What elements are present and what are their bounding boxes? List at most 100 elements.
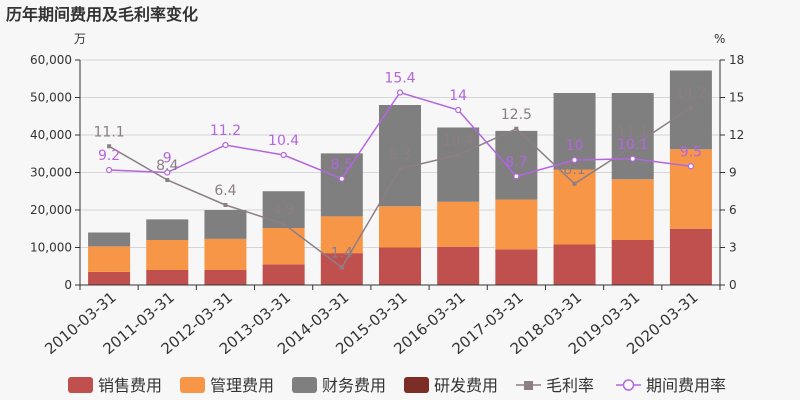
legend-label-4: 研发费用 (434, 376, 498, 395)
data-label-2-2016-03-31: 14 (449, 88, 467, 104)
bar-3-2015-03-31 (379, 105, 421, 207)
marker-1-2011-03-31 (165, 178, 170, 182)
data-label-1-2011-03-31: 8.4 (156, 158, 178, 174)
bar-1-2020-03-31 (669, 228, 712, 285)
marker-1-2010-03-31 (107, 144, 112, 149)
data-label-2-2013-03-31: 10.4 (268, 133, 299, 149)
left-tick-label: 50,000 (30, 91, 72, 105)
bar-1-2019-03-31 (611, 240, 654, 285)
left-tick-label: 10,000 (30, 241, 72, 255)
bar-3-2012-03-31 (204, 210, 247, 239)
bar-3-2018-03-31 (553, 93, 596, 170)
legend-label-2: 管理费用 (210, 376, 274, 395)
marker-1-2016-03-31 (456, 153, 461, 157)
legend: 销售费用 管理费用 财务费用 研发费用 毛利率 期间费用率 (68, 376, 726, 395)
bar-2-2010-03-31 (88, 246, 131, 272)
marker-2-2015-03-31 (396, 89, 404, 96)
bar-2-2014-03-31 (320, 216, 363, 254)
data-label-1-2019-03-31: 11.1 (617, 124, 648, 140)
bar-2-2020-03-31 (669, 149, 712, 229)
left-tick-label: 60,000 (30, 53, 72, 67)
data-label-2-2012-03-31: 11.2 (210, 123, 241, 139)
marker-1-2014-03-31 (339, 265, 344, 270)
left-tick-label: 0 (64, 278, 72, 292)
bar-2-2016-03-31 (437, 201, 480, 247)
bar-2-2012-03-31 (204, 238, 247, 270)
legend-swatch-3 (292, 377, 317, 393)
marker-2-2017-03-31 (513, 173, 520, 180)
right-tick-label: 0 (729, 278, 737, 292)
left-tick-label: 20,000 (30, 203, 72, 217)
data-label-1-2017-03-31: 12.5 (501, 107, 532, 123)
data-label-1-2018-03-31: 8.1 (563, 162, 585, 178)
data-label-1-2010-03-31: 11.1 (94, 124, 125, 140)
data-label-1-2015-03-31: 9.3 (389, 147, 411, 163)
bar-3-2016-03-31 (437, 127, 480, 202)
data-label-2-2010-03-31: 9.2 (98, 148, 120, 164)
left-axis-unit: 万 (74, 32, 86, 46)
data-label-2-2015-03-31: 15.4 (384, 71, 415, 87)
bar-3-2014-03-31 (320, 153, 363, 217)
bar-1-2010-03-31 (88, 271, 131, 285)
data-label-1-2012-03-31: 6.4 (214, 183, 236, 199)
bar-1-2011-03-31 (146, 270, 189, 285)
marker-2-2011-03-31 (164, 169, 171, 176)
marker-1-2020-03-31 (688, 105, 693, 110)
marker-1-2013-03-31 (281, 221, 286, 226)
left-tick-label: 40,000 (30, 128, 72, 142)
bar-2-2011-03-31 (146, 240, 189, 270)
legend-label-6: 期间费用率 (646, 376, 726, 395)
marker-2-2013-03-31 (280, 151, 287, 159)
legend-label-5: 毛利率 (546, 376, 594, 395)
data-label-1-2014-03-31: 1.4 (331, 246, 353, 262)
marker-2-2010-03-31 (105, 166, 113, 174)
bar-1-2012-03-31 (204, 270, 247, 285)
marker-1-2018-03-31 (572, 181, 577, 186)
labels-layer: 11.1 8.4 6.4 4.9 1.4 9.3 10.4 12.5 8.1 11.1 14.2 9.… (94, 71, 707, 262)
marker-2-2020-03-31 (687, 163, 695, 170)
legend-swatch-4 (404, 377, 429, 393)
data-label-2-2014-03-31: 8.5 (331, 157, 353, 173)
bar-2-2018-03-31 (553, 169, 596, 245)
bars-layer (88, 70, 712, 285)
marker-2-2012-03-31 (222, 141, 229, 149)
data-label-1-2020-03-31: 14.2 (675, 86, 706, 102)
right-tick-label: 3 (729, 241, 737, 255)
right-tick-label: 9 (729, 166, 737, 180)
bar-3-2011-03-31 (146, 219, 189, 240)
legend-marker-6 (622, 379, 635, 391)
bar-2-2015-03-31 (379, 206, 421, 248)
data-label-1-2013-03-31: 4.9 (273, 202, 295, 218)
bar-3-2010-03-31 (88, 232, 131, 247)
marker-1-2017-03-31 (514, 126, 519, 131)
bar-1-2015-03-31 (379, 247, 421, 285)
marker-2-2014-03-31 (338, 175, 345, 182)
data-label-2-2011-03-31: 9 (163, 151, 172, 167)
data-label-2-2019-03-31: 10.1 (617, 137, 648, 153)
right-tick-label: 6 (729, 203, 737, 217)
legend-label-3: 财务费用 (322, 376, 386, 395)
bar-2-2013-03-31 (262, 228, 305, 265)
left-tick-label: 30,000 (30, 166, 72, 180)
marker-1-2015-03-31 (398, 166, 402, 171)
right-tick-label: 15 (729, 91, 744, 105)
legend-swatch-2 (180, 377, 205, 393)
data-label-2-2020-03-31: 9.5 (680, 144, 702, 160)
bar-2-2017-03-31 (495, 199, 538, 250)
data-label-1-2016-03-31: 10.4 (443, 133, 474, 149)
bar-2-2019-03-31 (611, 179, 654, 240)
right-tick-label: 18 (729, 53, 744, 67)
right-axis-unit: % (714, 32, 725, 46)
bar-1-2016-03-31 (437, 246, 480, 285)
chart-title: 历年期间费用及毛利率变化 (6, 5, 198, 24)
marker-2-2018-03-31 (571, 156, 578, 164)
right-tick-label: 12 (729, 128, 744, 142)
legend-label-1: 销售费用 (98, 376, 162, 395)
marker-1-2019-03-31 (630, 144, 635, 149)
data-label-2-2017-03-31: 8.7 (505, 154, 527, 170)
bar-1-2013-03-31 (262, 264, 305, 285)
marker-1-2012-03-31 (223, 203, 228, 207)
bar-1-2017-03-31 (495, 249, 538, 285)
data-label-2-2018-03-31: 10 (566, 138, 584, 154)
